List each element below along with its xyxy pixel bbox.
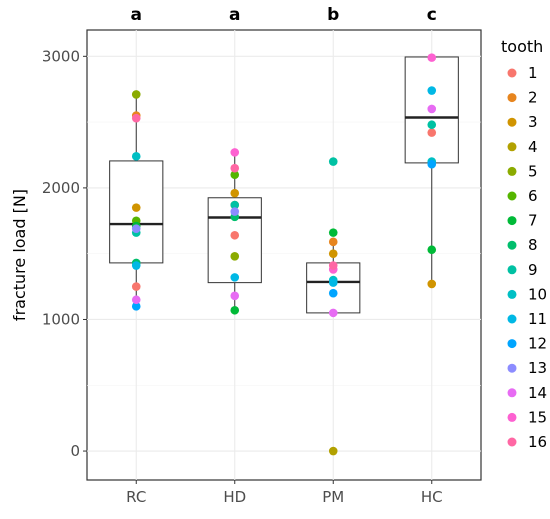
legend-key [507,314,517,324]
data-point [230,230,240,240]
legend-key [507,166,517,176]
y-axis-ticks: 0 1000 2000 3000 [42,47,87,460]
legend-label: 4 [528,138,538,156]
data-point [328,308,338,318]
box-HD [207,197,262,284]
data-point [230,252,240,261]
legend-label: 5 [528,162,538,180]
data-point [131,302,141,311]
legend-key [507,93,517,103]
data-point [427,53,437,62]
data-point [328,228,338,237]
data-point [230,188,240,198]
legend-key [507,240,517,250]
y-tick-label: 0 [70,442,80,460]
legend-key [507,216,517,226]
legend-label: 8 [528,236,538,254]
data-point [131,90,141,99]
significance-letter: a [229,5,240,25]
legend-label: 2 [528,89,538,107]
legend-key [507,117,517,127]
data-point [230,200,240,210]
y-tick-label: 2000 [42,179,80,197]
legend-label: 16 [528,433,547,451]
data-point [427,128,437,137]
legend-label: 15 [528,408,547,426]
data-point [131,152,141,161]
data-point [131,261,141,270]
legend-key [507,289,517,299]
y-tick-label: 1000 [42,310,80,328]
legend-key [507,388,517,398]
legend-key [507,191,517,201]
legend-label: 13 [528,359,547,377]
x-tick-label: HC [421,488,443,506]
data-points [131,53,437,456]
legend-label: 14 [528,384,547,402]
data-point [427,86,437,95]
data-point [131,224,141,233]
data-point [328,261,338,270]
data-point [427,120,437,130]
legend-key [507,363,517,373]
legend-key [507,437,517,447]
data-point [328,237,338,247]
data-point [131,203,141,212]
x-tick-label: PM [322,488,344,506]
data-point [328,157,338,166]
significance-letter: c [427,5,437,25]
significance-letter: b [327,5,339,25]
data-point [328,249,338,258]
data-point [427,279,437,289]
y-tick-label: 3000 [42,47,80,65]
data-point [328,288,338,298]
data-point [427,104,437,114]
data-point [131,295,141,305]
x-tick-label: RC [126,488,146,506]
y-axis-title: fracture load [N] [10,189,29,321]
legend-key [507,412,517,422]
data-point [328,446,338,456]
legend-key [507,265,517,275]
legend-title: tooth [501,37,543,56]
legend-label: 7 [528,212,538,230]
data-point [131,113,141,123]
data-point [230,148,240,157]
legend-label: 1 [528,64,538,82]
x-axis-ticks: RC HD PM HC [126,480,443,506]
data-point [427,245,437,255]
legend-label: 10 [528,285,547,303]
legend-label: 9 [528,261,538,279]
data-point [230,291,240,301]
x-tick-label: HD [223,488,246,506]
significance-letter: a [131,5,142,25]
data-point [230,207,240,216]
legend-label: 12 [528,335,547,353]
data-point [230,163,240,173]
legend-key [507,339,517,349]
data-point [230,273,240,282]
legend-label: 3 [528,113,538,131]
legend-label: 6 [528,187,538,205]
legend-key [507,68,517,78]
legend-label: 11 [528,310,547,328]
data-point [427,159,437,169]
data-point [230,170,240,180]
data-point [131,282,141,291]
legend-key [507,142,517,152]
data-point [230,305,240,315]
data-point [328,278,338,287]
